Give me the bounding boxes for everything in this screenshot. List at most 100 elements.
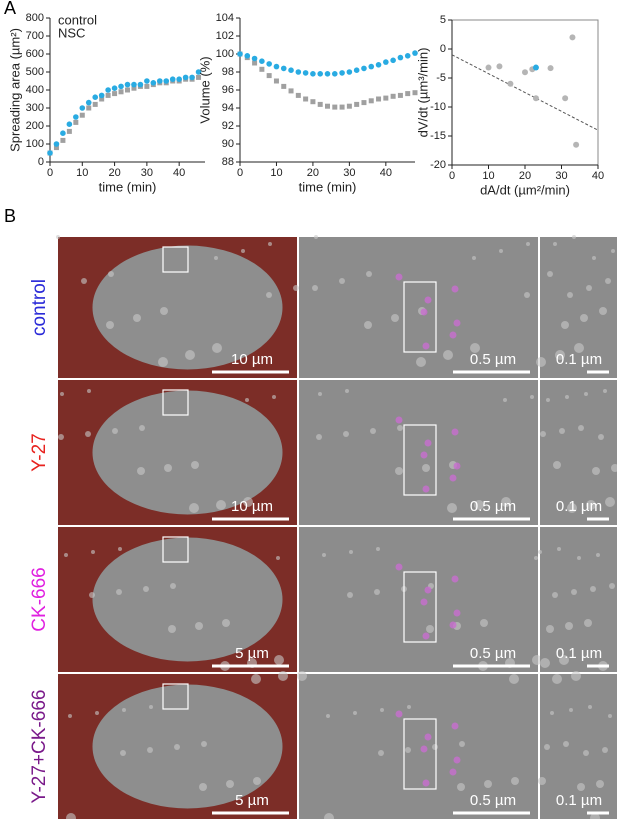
texture [366, 271, 372, 277]
sem-image [299, 527, 538, 672]
row-label: Y-27+CK-666 [29, 690, 50, 804]
y-tick-label: 98 [222, 66, 234, 78]
texture [503, 398, 507, 402]
data-point [118, 89, 124, 95]
texture [553, 242, 557, 246]
data-point [361, 65, 367, 72]
texture [293, 285, 299, 291]
texture [168, 625, 176, 633]
texture [378, 750, 384, 756]
data-point [118, 83, 124, 90]
texture [609, 583, 615, 589]
texture [472, 256, 476, 260]
data-point [376, 96, 382, 102]
y-tick-label: 102 [216, 30, 234, 42]
texture [586, 285, 592, 291]
texture [571, 589, 577, 595]
data-point [237, 51, 243, 57]
texture [364, 321, 372, 329]
x-tick-label: 20 [519, 170, 531, 182]
data-point [266, 61, 272, 67]
y-tick-label: 400 [26, 84, 44, 96]
texture [567, 292, 573, 298]
data-point [288, 67, 294, 73]
texture [370, 428, 376, 434]
texture [170, 583, 176, 589]
data-point [169, 76, 176, 82]
data-point [47, 150, 53, 156]
data-point [163, 78, 170, 84]
data-point [317, 101, 323, 107]
texture [426, 625, 434, 633]
data-point [281, 83, 287, 89]
texture [397, 425, 403, 431]
texture [583, 750, 589, 756]
data-point [125, 87, 130, 93]
data-point [405, 91, 411, 97]
texture [578, 425, 584, 431]
highlight [451, 722, 459, 730]
x-tick-label: 20 [307, 167, 319, 179]
texture [577, 556, 581, 560]
texture [147, 747, 153, 753]
data-point [111, 85, 118, 91]
highlight [422, 632, 430, 640]
texture [268, 242, 272, 246]
data-point [176, 76, 182, 82]
data-point [295, 69, 302, 75]
data-point [86, 105, 92, 111]
texture [214, 256, 218, 260]
texture [149, 705, 153, 709]
texture [266, 292, 272, 298]
fit-line [451, 54, 599, 131]
texture [552, 674, 562, 684]
x-tick-label: 20 [108, 167, 120, 179]
data-point [332, 104, 338, 110]
texture [565, 622, 573, 630]
texture [64, 553, 68, 557]
inset-box [403, 571, 437, 643]
texture [572, 235, 576, 239]
data-point [331, 71, 338, 77]
texture [592, 467, 600, 475]
data-point [361, 100, 367, 106]
scale-bar-label: 0.5 µm [470, 498, 516, 515]
data-point [66, 128, 72, 134]
x-tick-label: 0 [237, 167, 243, 179]
texture [538, 777, 546, 785]
texture [484, 780, 492, 788]
inset-box [403, 718, 437, 790]
data-point [507, 80, 514, 87]
scale-bar-label: 0.5 µm [470, 645, 516, 662]
scale-bar-label: 0.5 µm [470, 792, 516, 809]
texture [432, 744, 438, 750]
y-tick-label: 500 [26, 66, 44, 78]
texture [605, 497, 615, 507]
data-point [99, 96, 105, 102]
data-point [251, 55, 258, 62]
highlight [420, 745, 428, 753]
texture [474, 500, 484, 510]
highlight [453, 756, 461, 764]
texture [272, 395, 276, 399]
texture [226, 780, 234, 788]
highlight [453, 609, 461, 617]
data-point [53, 145, 59, 151]
texture [322, 553, 326, 557]
data-point [66, 121, 73, 127]
sem-image [299, 380, 538, 525]
texture [353, 711, 357, 715]
texture [605, 278, 611, 284]
texture [212, 343, 222, 353]
scale-bar-label: 5 µm [235, 645, 269, 662]
data-point [302, 70, 309, 76]
texture [532, 655, 542, 665]
texture [611, 249, 615, 253]
data-point [569, 34, 576, 41]
texture [60, 392, 64, 396]
data-point [383, 59, 389, 65]
data-point [137, 81, 144, 88]
cell-region [92, 390, 283, 515]
data-point [124, 81, 131, 88]
y-tick-label: 104 [216, 12, 234, 24]
